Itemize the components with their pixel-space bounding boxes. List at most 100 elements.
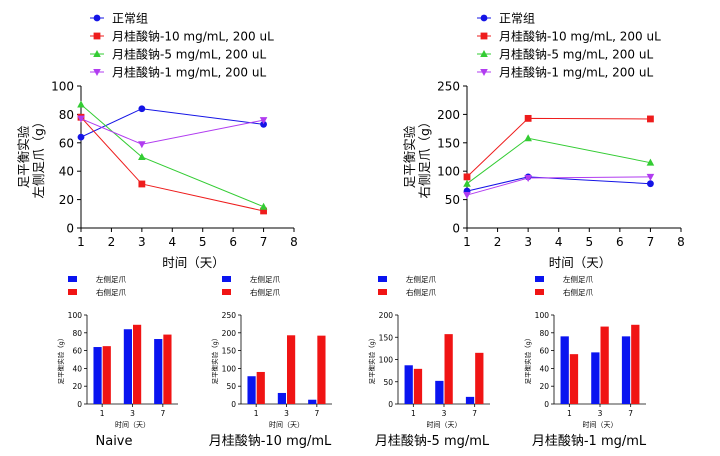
bar-right_bar	[475, 352, 484, 404]
y-tick-label: 250	[222, 311, 237, 320]
bar-right_bar	[600, 326, 609, 404]
x-tick-label: 1	[567, 409, 572, 418]
y-axis-label-line: 足平衡实验	[402, 125, 417, 188]
x-tick-label: 6	[229, 235, 237, 249]
y-tick-label: 200	[437, 108, 460, 122]
bar-legend-label-right: 右侧足爪	[563, 287, 593, 297]
bar-legend-label-right: 右侧足爪	[406, 287, 436, 297]
data-point-dose5	[77, 100, 85, 108]
data-point-dose5	[463, 179, 471, 187]
y-tick-label: 0	[388, 400, 393, 409]
legend-label-normal: 正常组	[499, 12, 535, 26]
bar-legend-swatch-left	[68, 276, 77, 282]
bar-right_bar	[256, 371, 265, 404]
x-axis-label: 时间（天）	[549, 255, 612, 270]
x-tick-label: 7	[628, 409, 633, 418]
x-tick-label: 7	[472, 409, 477, 418]
bar-legend-label-right: 右侧足爪	[96, 287, 126, 297]
bar-legend-label-right: 右侧足爪	[250, 287, 280, 297]
data-point-dose1	[138, 141, 146, 149]
data-point-dose1	[77, 115, 85, 123]
y-axis-label: 足平衡实验（g）	[210, 335, 219, 385]
data-point-dose10	[463, 173, 471, 181]
x-tick-label: 1	[254, 409, 259, 418]
x-tick-label: 1	[411, 409, 416, 418]
x-tick-label: 8	[290, 235, 298, 249]
y-tick-label: 40	[59, 165, 74, 179]
x-tick-label: 7	[647, 235, 655, 249]
y-tick-label: 20	[59, 193, 74, 207]
y-tick-label: 150	[379, 333, 394, 342]
bar-left_bar	[277, 392, 286, 404]
left-paw-line: 0 20 40 60 80 100 1 2 3 4 5 6 7 8 时间（天） 足平衡实验左侧足爪（g）	[16, 80, 298, 271]
y-tick-label: 50	[383, 378, 393, 387]
y-tick-label: 100	[68, 311, 83, 320]
x-tick-label: 7	[314, 409, 319, 418]
legend-label-dose10: 月桂酸钠-10 mg/mL, 200 uL	[499, 29, 661, 44]
bar-right_bar	[163, 334, 172, 404]
y-tick-label: 20	[539, 382, 549, 391]
y-axis-label: 足平衡实验右侧足爪（g）	[402, 116, 432, 199]
x-tick-label: 4	[168, 235, 176, 249]
series-line-normal	[466, 176, 651, 192]
bar-legend-swatch-right	[535, 289, 544, 295]
bar-right_bar	[413, 368, 423, 404]
legend-label-dose10: 月桂酸钠-10 mg/mL, 200 uL	[112, 29, 274, 44]
bar-legend-label-left: 左侧足爪	[563, 274, 593, 284]
legend-marker-normal	[480, 14, 488, 22]
data-point-dose5	[524, 134, 532, 142]
y-tick-label: 150	[222, 347, 237, 356]
y-tick-label: 80	[59, 108, 74, 122]
y-tick-label: 100	[51, 80, 74, 94]
legend-label-dose5: 月桂酸钠-5 mg/mL, 200 uL	[499, 47, 653, 62]
y-tick-label: 40	[539, 364, 549, 373]
data-point-dose5	[138, 153, 146, 160]
y-tick-label: 200	[379, 311, 394, 320]
y-tick-label: 0	[66, 222, 74, 236]
series-line-dose10	[80, 116, 264, 212]
x-tick-label: 6	[616, 235, 624, 249]
y-tick-label: 40	[72, 364, 82, 373]
y-tick-label: 50	[445, 193, 460, 207]
bar-left_bar	[591, 352, 600, 404]
x-tick-label: 4	[555, 235, 563, 249]
bar-left_bar	[247, 376, 256, 404]
data-point-dose10	[138, 180, 146, 188]
x-tick-label: 3	[442, 409, 447, 418]
bar-legend-label-left: 左侧足爪	[406, 274, 436, 284]
y-tick-label: 50	[226, 382, 236, 391]
bar-left_bar	[404, 365, 413, 404]
data-point-normal	[260, 120, 267, 128]
y-tick-label: 0	[452, 222, 460, 236]
y-tick-label: 0	[544, 400, 549, 409]
bar-right_bar	[631, 324, 640, 404]
x-tick-label: 1	[463, 235, 471, 249]
series-line-dose5	[80, 104, 264, 208]
legend-label-dose5: 月桂酸钠-5 mg/mL, 200 uL	[112, 47, 266, 62]
right-paw-line: 0 50 100 150 200 250 1 2 3 4 5 6 7 8 时间（天） 足平衡实验右侧足爪（g）	[402, 80, 685, 271]
bar-left_bar	[93, 347, 102, 404]
data-point-dose1	[524, 175, 532, 183]
legend-marker-dose5	[480, 50, 488, 57]
bar-legend-swatch-left	[378, 276, 387, 282]
x-tick-label: 3	[130, 409, 135, 418]
bar-legend-swatch-left	[222, 276, 231, 282]
bar-right_bar	[444, 334, 453, 404]
chart-caption: 月桂酸钠-10 mg/mL	[209, 434, 332, 449]
y-axis-label: 足平衡实验（g）	[367, 335, 376, 385]
bar-legend-swatch-right	[222, 289, 231, 295]
bar-left_bar	[560, 336, 569, 404]
chart-caption: Naive	[96, 434, 133, 449]
legend-marker-normal	[93, 14, 101, 22]
y-axis-label: 足平衡实验左侧足爪（g）	[16, 116, 46, 199]
bar-legend-swatch-right	[378, 289, 387, 295]
y-tick-label: 200	[222, 329, 237, 338]
bar-left_bar	[621, 336, 631, 404]
y-tick-label: 60	[539, 347, 549, 356]
y-tick-label: 60	[72, 347, 82, 356]
x-tick-label: 7	[160, 409, 165, 418]
legend-label-normal: 正常组	[112, 12, 148, 26]
x-tick-label: 3	[138, 235, 146, 249]
